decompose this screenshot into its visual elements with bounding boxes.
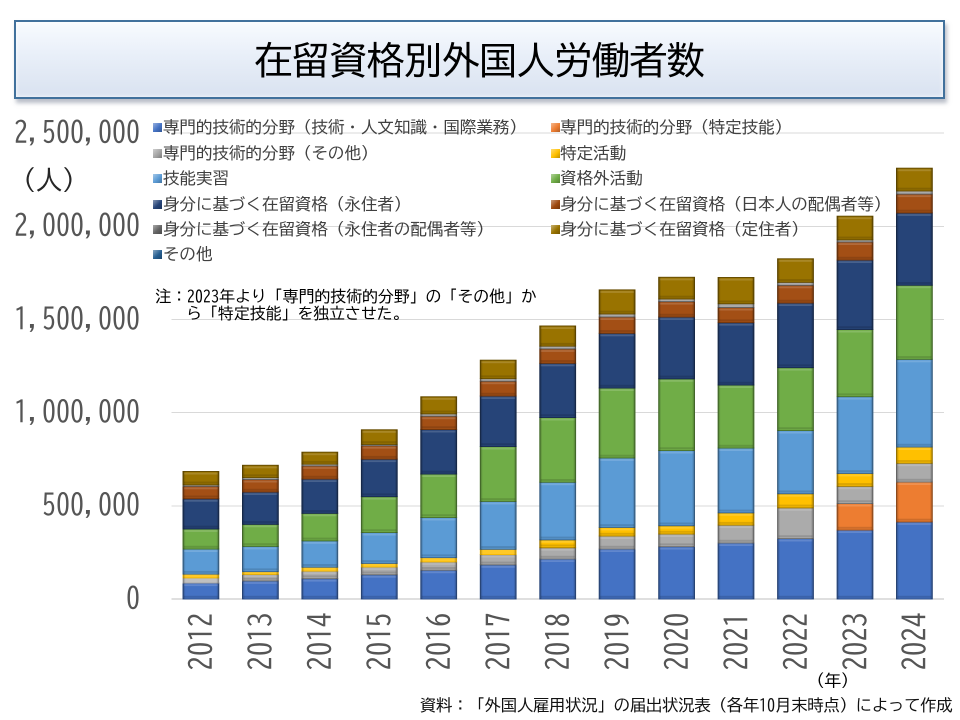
svg-text:2012: 2012 — [186, 613, 215, 671]
svg-text:2023: 2023 — [840, 613, 869, 671]
svg-text:500,000: 500,000 — [42, 491, 140, 519]
svg-text:（年）: （年） — [808, 672, 858, 689]
svg-text:0: 0 — [126, 584, 140, 612]
svg-text:2017: 2017 — [484, 613, 513, 671]
svg-text:2016: 2016 — [424, 613, 453, 671]
svg-text:2014: 2014 — [305, 613, 334, 671]
svg-text:2,000,000: 2,000,000 — [14, 211, 140, 239]
svg-text:1,000,000: 1,000,000 — [14, 398, 140, 426]
svg-text:2024: 2024 — [900, 613, 929, 671]
svg-text:2021: 2021 — [721, 613, 750, 671]
svg-text:2013: 2013 — [246, 613, 275, 671]
svg-text:2018: 2018 — [543, 613, 572, 671]
svg-text:資料：「外国人雇用状況」の届出状況表（各年10月末時点）によ: 資料：「外国人雇用状況」の届出状況表（各年10月末時点）によって作成 — [420, 696, 953, 714]
svg-text:2022: 2022 — [781, 613, 810, 671]
svg-text:2015: 2015 — [365, 613, 394, 671]
svg-text:2019: 2019 — [602, 613, 631, 671]
svg-text:1,500,000: 1,500,000 — [14, 304, 140, 332]
svg-text:（人）: （人） — [10, 167, 88, 194]
svg-text:2020: 2020 — [662, 613, 691, 671]
svg-text:2,500,000: 2,500,000 — [14, 118, 140, 146]
